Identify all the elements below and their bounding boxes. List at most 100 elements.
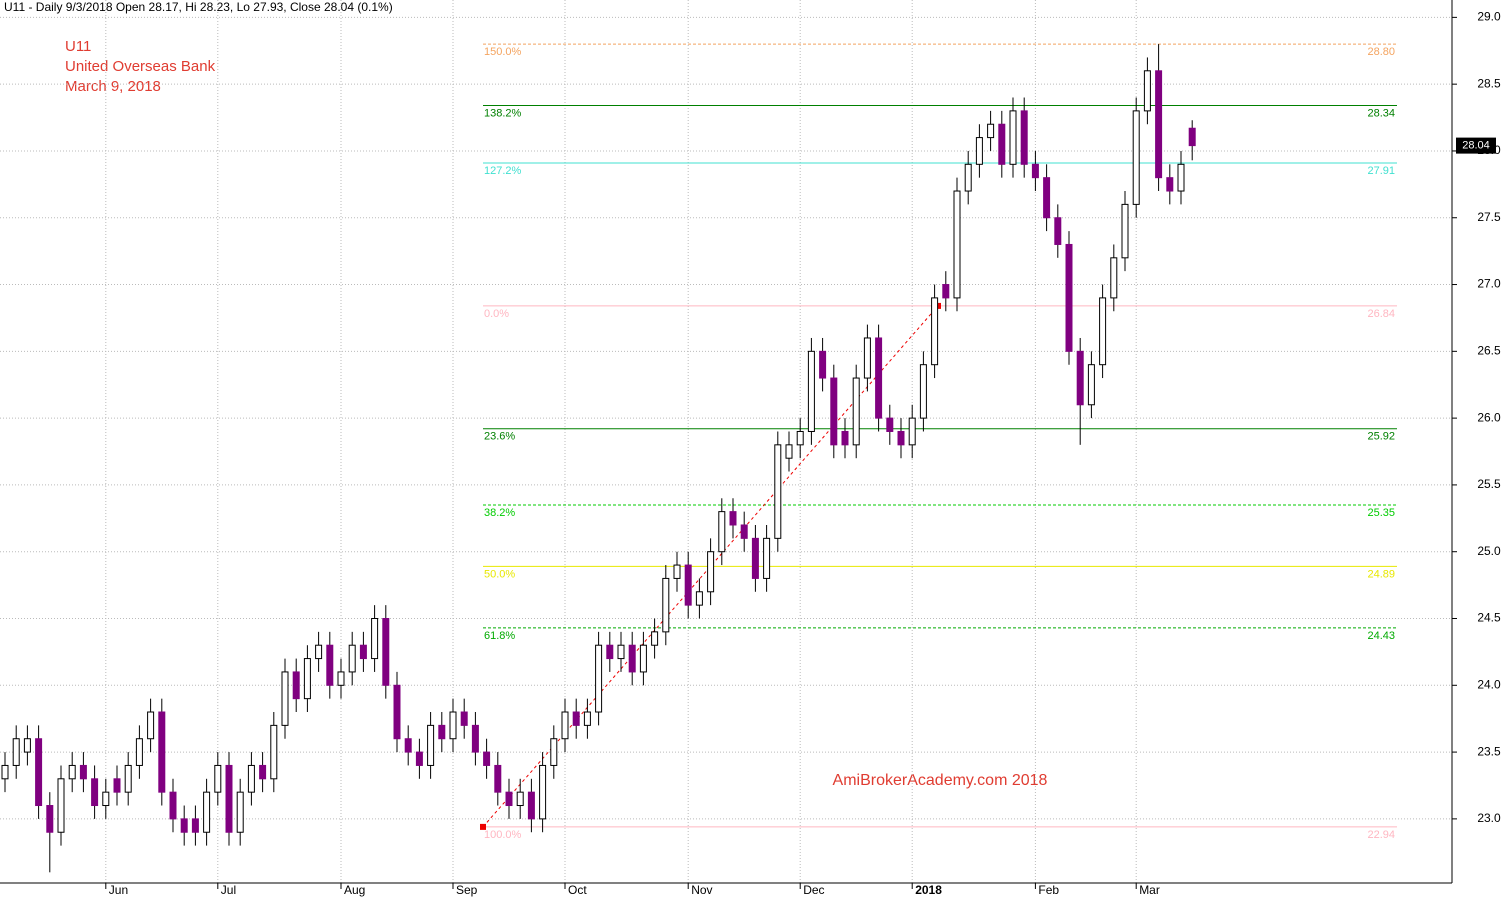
y-tick-label: 24.0 — [1477, 677, 1501, 691]
candle-body — [494, 764, 502, 793]
candle-body — [953, 190, 961, 299]
candle-body — [68, 764, 76, 780]
candle-body — [483, 751, 491, 766]
candle-body — [550, 738, 558, 766]
candle-body — [247, 764, 255, 793]
y-tick-label: 26.0 — [1477, 410, 1501, 424]
y-tick-label: 24.5 — [1477, 611, 1501, 625]
fib-label: 150.0% — [484, 46, 522, 58]
candle-body — [863, 337, 871, 379]
candle-body — [113, 778, 121, 793]
candle-body — [606, 644, 614, 660]
candle-body — [875, 337, 883, 419]
candle-body — [975, 137, 983, 165]
candle-body — [539, 764, 547, 820]
candle-body — [427, 724, 435, 766]
y-tick-label: 25.5 — [1477, 477, 1501, 491]
candle-body — [326, 644, 334, 686]
candle-body — [707, 551, 715, 593]
fib-label: 0.0% — [484, 308, 509, 320]
candle-body — [79, 764, 87, 780]
candle-body — [91, 778, 99, 807]
candle-body — [998, 123, 1006, 165]
x-tick-label: Feb — [1038, 883, 1059, 897]
candle-body — [527, 791, 535, 820]
candle-body — [371, 618, 379, 660]
candle-body — [751, 537, 759, 579]
candle-body — [180, 818, 188, 833]
candle-body — [1, 764, 9, 780]
fib-label: 23.6% — [484, 431, 515, 443]
candle-body — [729, 511, 737, 526]
candle-body — [404, 738, 412, 753]
candle-body — [1054, 217, 1062, 245]
candle-body — [359, 644, 367, 660]
x-tick-label: Oct — [568, 883, 587, 897]
candle-body — [897, 430, 905, 446]
candle-body — [1166, 177, 1174, 192]
y-tick-label: 27.0 — [1477, 277, 1501, 291]
candle-body — [595, 644, 603, 713]
candle-body — [57, 778, 65, 833]
x-tick-label: Aug — [344, 883, 365, 897]
candle-body — [617, 644, 625, 660]
candle-body — [785, 444, 793, 459]
fib-label: 100.0% — [484, 829, 522, 841]
header: U11 - Daily 9/3/2018 Open 28.17, Hi 28.2… — [4, 0, 393, 14]
candle-body — [382, 618, 390, 686]
candle-body — [259, 764, 267, 780]
candle-body — [796, 430, 804, 446]
title-name: United Overseas Bank — [65, 58, 216, 75]
title-date: March 9, 2018 — [65, 78, 161, 95]
candle-body — [852, 377, 860, 446]
candle-body — [516, 791, 524, 807]
candle-body — [292, 671, 300, 700]
candle-body — [886, 417, 894, 432]
candle-body — [662, 577, 670, 633]
last-price: 28.04 — [1462, 140, 1490, 152]
last-price-box — [1456, 137, 1496, 154]
candle-body — [819, 350, 827, 379]
fib-value-label: 25.35 — [1367, 507, 1395, 519]
candle-body — [774, 444, 782, 539]
candle-body — [639, 644, 647, 673]
candle-body — [12, 738, 20, 766]
candle-body — [393, 684, 401, 740]
candle-body — [460, 711, 468, 726]
candle-body — [572, 711, 580, 726]
y-tick-label: 27.5 — [1477, 210, 1501, 224]
candle-body — [337, 671, 345, 686]
candle-body — [841, 430, 849, 446]
candle-body — [561, 711, 569, 740]
candle-body — [203, 791, 211, 833]
trend-line — [482, 305, 939, 828]
candle-body — [695, 591, 703, 606]
fib-value-label: 27.91 — [1367, 165, 1395, 177]
candle-body — [763, 537, 771, 579]
candle-body — [1087, 364, 1095, 406]
candle-body — [1143, 70, 1151, 112]
candle-body — [191, 818, 199, 833]
fib-label: 138.2% — [484, 107, 522, 119]
candle-body — [35, 738, 43, 807]
candle-body — [919, 364, 927, 419]
candle-body — [964, 163, 972, 192]
title-symbol: U11 — [65, 38, 91, 55]
fib-value-label: 22.94 — [1367, 829, 1395, 841]
candle-body — [23, 738, 31, 753]
candle-body — [830, 377, 838, 446]
candle-body — [303, 658, 311, 700]
candle-body — [505, 791, 513, 807]
candle-body — [124, 764, 132, 793]
y-tick-label: 29.0 — [1477, 10, 1501, 24]
candle-body — [270, 724, 278, 780]
candle-body — [315, 644, 323, 660]
candle-body — [236, 791, 244, 833]
candle-body — [1132, 110, 1140, 205]
fib-label: 61.8% — [484, 630, 515, 642]
candle-body — [158, 711, 166, 793]
fib-value-label: 25.92 — [1367, 431, 1395, 443]
fib-label: 38.2% — [484, 507, 515, 519]
candle-body — [1155, 70, 1163, 179]
